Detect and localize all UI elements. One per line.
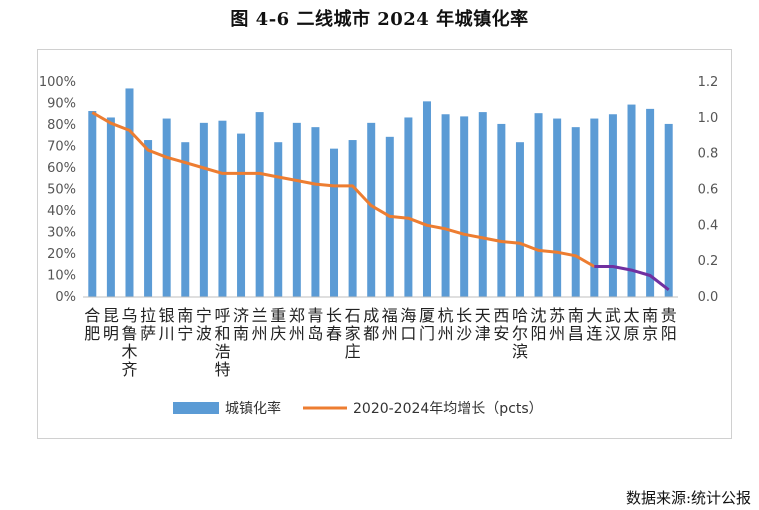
bar-石家庄 <box>348 140 357 297</box>
bar-昆明 <box>106 117 115 297</box>
bar-呼和浩特 <box>218 120 227 297</box>
bar-成都 <box>367 122 376 297</box>
bar-银川 <box>162 118 171 297</box>
left-tick-label: 80% <box>47 118 76 133</box>
legend-bar-swatch <box>173 402 219 414</box>
left-tick-label: 30% <box>47 226 76 241</box>
bar-济南 <box>237 133 246 297</box>
category-label: 哈尔滨 <box>512 306 528 361</box>
category-label: 南昌 <box>568 306 584 343</box>
chart-frame: 0% 10% 20% 30% 40% 50% 60% 70% 80% 90% 100% 0.0 0.2… <box>37 49 732 439</box>
left-tick-label: 60% <box>47 161 76 176</box>
left-tick-label: 20% <box>47 247 76 262</box>
left-tick-label: 100% <box>39 75 76 90</box>
legend: 城镇化率 2020-2024年均增长（pcts） <box>173 400 543 417</box>
bar-杭州 <box>441 114 450 297</box>
left-tick-label: 40% <box>47 204 76 219</box>
right-tick-label: 0.6 <box>698 183 719 198</box>
right-tick-label: 1.0 <box>698 111 719 126</box>
bar-大连 <box>590 118 599 297</box>
category-label: 合肥 <box>84 306 100 343</box>
category-label: 武汉 <box>605 306 621 343</box>
bar-哈尔滨 <box>515 142 524 297</box>
bar-苏州 <box>553 118 562 297</box>
category-label: 石家庄 <box>345 306 361 361</box>
category-label: 南京 <box>642 306 658 343</box>
category-label: 兰州 <box>252 306 268 343</box>
right-tick-label: 1.2 <box>698 75 719 90</box>
left-tick-label: 10% <box>47 269 76 284</box>
bar-长春 <box>330 148 339 297</box>
category-label: 沈阳 <box>531 306 547 343</box>
data-source: 数据来源:统计公报 <box>625 489 751 507</box>
category-label: 济南 <box>233 306 249 343</box>
bar-南昌 <box>571 127 580 298</box>
category-label: 福州 <box>382 306 398 343</box>
growth-line-highlight <box>594 265 670 291</box>
category-label: 南宁 <box>177 306 193 343</box>
left-axis-ticks: 0% 10% 20% 30% 40% 50% 60% 70% 80% 90% 100% <box>39 75 76 305</box>
left-tick-label: 90% <box>47 97 76 112</box>
left-tick-label: 50% <box>47 183 76 198</box>
left-tick-label: 70% <box>47 140 76 155</box>
bar-乌鲁木齐 <box>125 88 134 297</box>
bar-太原 <box>627 104 636 297</box>
right-tick-label: 0.4 <box>698 218 719 233</box>
category-label: 大连 <box>586 306 602 343</box>
category-label: 长春 <box>326 306 342 343</box>
category-label: 宁波 <box>196 306 212 343</box>
bar-海口 <box>404 117 413 297</box>
bar-拉萨 <box>144 140 153 297</box>
bar-南京 <box>646 108 655 297</box>
category-label: 长沙 <box>456 306 472 343</box>
category-label: 银川 <box>159 306 175 343</box>
legend-line-label: 2020-2024年均增长（pcts） <box>353 401 543 417</box>
category-label: 厦门 <box>419 306 435 343</box>
legend-bar-label: 城镇化率 <box>225 400 281 417</box>
right-axis-ticks: 0.0 0.2 0.4 0.6 0.8 1.0 1.2 <box>698 75 719 305</box>
left-tick-label: 0% <box>55 290 76 305</box>
bar-武汉 <box>608 114 617 297</box>
category-label: 海口 <box>400 306 416 343</box>
category-label: 呼和浩特 <box>214 306 230 379</box>
bar-兰州 <box>255 112 264 297</box>
category-label: 重庆 <box>270 306 286 343</box>
category-label: 天津 <box>475 306 491 343</box>
category-label: 太原 <box>624 306 640 343</box>
figure-title: 图 4-6 二线城市 2024 年城镇化率 <box>230 9 529 30</box>
bar-郑州 <box>292 122 301 297</box>
line-series <box>91 111 670 291</box>
bar-厦门 <box>422 101 431 297</box>
right-tick-label: 0.8 <box>698 147 719 162</box>
bar-宁波 <box>199 122 208 297</box>
bar-series <box>88 88 673 298</box>
bar-重庆 <box>274 142 283 297</box>
bar-沈阳 <box>534 113 543 297</box>
category-label: 西安 <box>493 306 509 343</box>
bar-长沙 <box>460 116 469 298</box>
bar-合肥 <box>88 111 97 298</box>
right-tick-label: 0.0 <box>698 290 719 305</box>
category-label: 贵阳 <box>661 306 677 343</box>
growth-line <box>91 111 596 268</box>
right-tick-label: 0.2 <box>698 254 719 269</box>
category-label: 郑州 <box>289 306 305 343</box>
category-label: 成都 <box>363 306 379 343</box>
category-label: 苏州 <box>549 306 565 343</box>
category-labels: 合肥昆明乌鲁木齐拉萨银川南宁宁波呼和浩特济南兰州重庆郑州青岛长春石家庄成都福州海… <box>84 306 676 379</box>
chart-canvas: 0% 10% 20% 30% 40% 50% 60% 70% 80% 90% 100% 0.0 0.2… <box>39 75 719 417</box>
bar-西安 <box>497 123 506 297</box>
category-label: 昆明 <box>103 306 119 343</box>
bar-青岛 <box>311 127 320 298</box>
category-label: 拉萨 <box>140 306 156 343</box>
bar-天津 <box>478 112 487 297</box>
category-label: 杭州 <box>438 306 454 343</box>
category-label: 青岛 <box>307 306 323 343</box>
bar-南宁 <box>181 142 190 297</box>
bar-贵阳 <box>664 123 673 297</box>
category-label: 乌鲁木齐 <box>121 306 137 379</box>
